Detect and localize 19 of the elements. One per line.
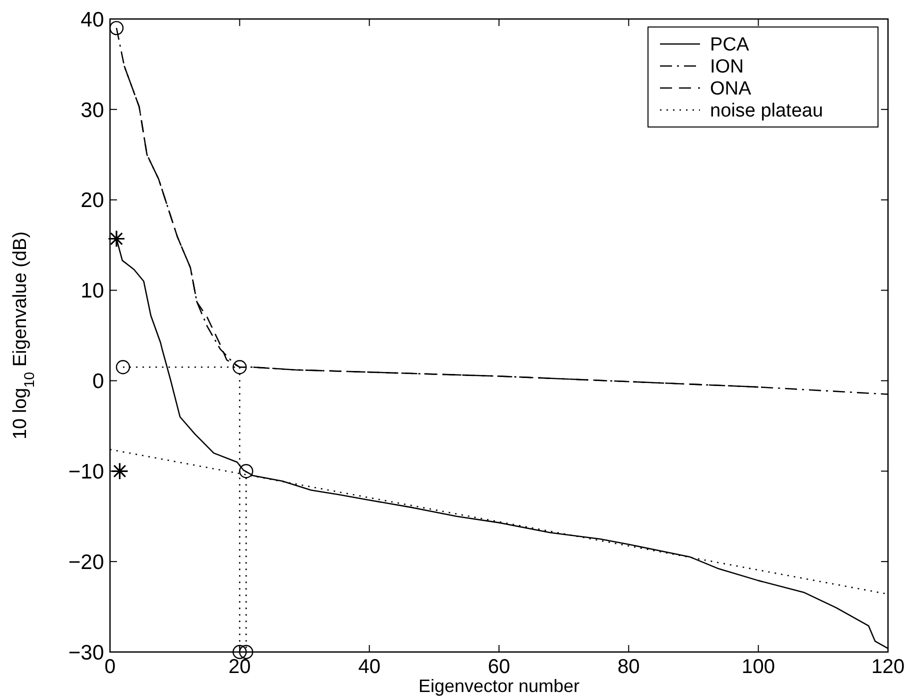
legend-label: noise plateau xyxy=(710,100,824,122)
y-tick-label: 0 xyxy=(92,370,104,394)
y-tick-label: 40 xyxy=(80,8,104,32)
legend-label: PCA xyxy=(710,34,750,56)
y-tick-label: 10 xyxy=(80,280,104,303)
x-tick-label: 80 xyxy=(618,656,640,678)
x-tick-label: 40 xyxy=(358,656,380,678)
y-tick-label: −30 xyxy=(68,641,104,664)
x-tick-label: 20 xyxy=(228,656,251,678)
x-axis-title: Eigenvector number xyxy=(418,676,580,696)
legend-label: ION xyxy=(710,56,744,78)
y-tick-label: 30 xyxy=(80,98,104,122)
x-tick-label: 60 xyxy=(488,656,510,678)
y-tick-label: 20 xyxy=(80,189,104,212)
y-tick-label: −10 xyxy=(68,460,104,484)
x-tick-label: 120 xyxy=(871,656,905,678)
y-tick-label: −20 xyxy=(68,550,104,574)
legend-label: ONA xyxy=(710,78,752,100)
x-tick-label: 100 xyxy=(742,656,776,678)
